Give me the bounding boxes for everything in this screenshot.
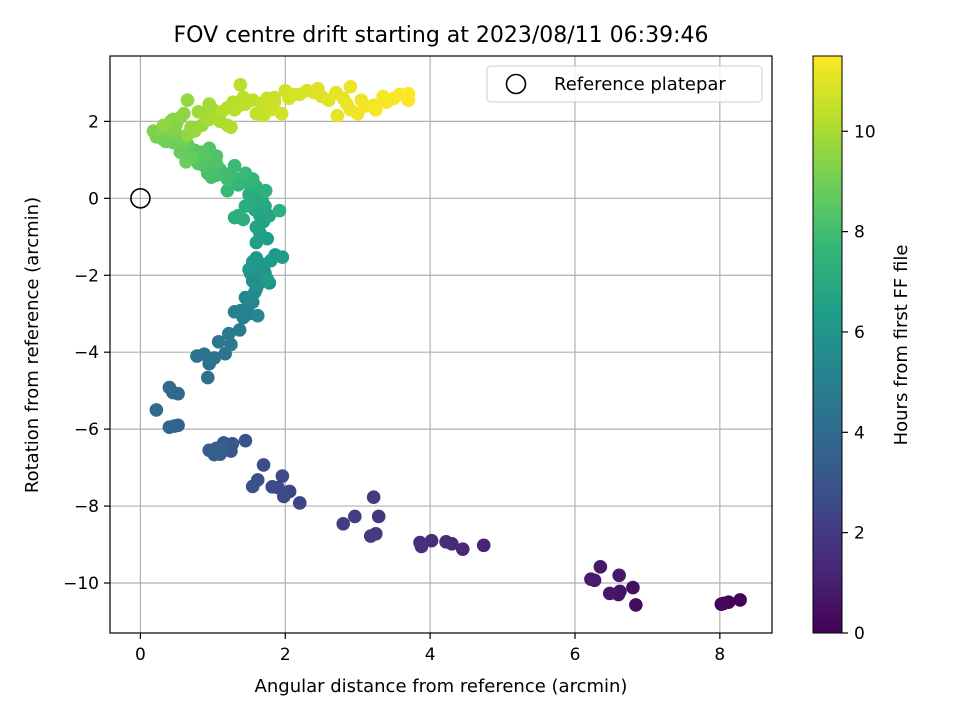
- x-tick-label: 4: [425, 645, 436, 665]
- data-point: [439, 535, 453, 549]
- data-point: [190, 349, 204, 363]
- data-point: [250, 308, 265, 323]
- data-point: [224, 120, 238, 134]
- data-point: [238, 199, 253, 213]
- colorbar-label: Hours from first FF file: [891, 245, 912, 446]
- y-tick-label: 0: [88, 189, 99, 209]
- data-point: [414, 539, 429, 554]
- data-point: [363, 529, 378, 543]
- y-tick-label: −10: [63, 574, 99, 594]
- data-point: [162, 380, 177, 395]
- data-point: [149, 403, 164, 417]
- data-point: [602, 586, 617, 601]
- data-point: [214, 441, 229, 456]
- data-point: [275, 469, 290, 483]
- x-axis-ticks: 0 2 4 6 8: [135, 633, 725, 665]
- data-point: [476, 538, 491, 553]
- data-point: [232, 323, 247, 337]
- plot-frame: [109, 55, 773, 634]
- y-tick-label: −6: [74, 420, 99, 440]
- colorbar-tick-label: 8: [854, 223, 865, 243]
- y-tick-label: −2: [74, 266, 99, 286]
- data-point: [455, 542, 470, 556]
- data-point: [202, 97, 217, 111]
- data-point: [260, 272, 274, 286]
- legend: Reference platepar: [486, 65, 763, 103]
- legend-box: [486, 65, 763, 103]
- data-point: [238, 166, 253, 181]
- x-tick-label: 8: [714, 645, 725, 665]
- data-point: [292, 496, 307, 510]
- data-point: [424, 533, 439, 548]
- colorbar-gradient: [812, 55, 843, 634]
- data-point: [716, 596, 731, 611]
- data-point: [274, 106, 289, 121]
- colorbar-tick-label: 0: [854, 624, 865, 644]
- data-point: [177, 106, 191, 121]
- x-tick-label: 0: [135, 645, 146, 665]
- y-axis-label: Rotation from reference (arcmin): [22, 197, 43, 493]
- data-point: [238, 433, 253, 448]
- x-tick-label: 2: [280, 645, 291, 665]
- data-point: [265, 480, 280, 494]
- data-point: [200, 370, 215, 385]
- data-point: [227, 305, 242, 319]
- y-tick-label: −4: [74, 343, 99, 363]
- data-point: [348, 509, 362, 524]
- y-tick-label: 2: [88, 112, 99, 132]
- data-point: [401, 86, 416, 101]
- colorbar-tick-label: 10: [854, 122, 876, 142]
- colorbar: 0 2 4 6 8 10 Hours from first FF file: [812, 55, 912, 644]
- data-point: [275, 250, 290, 264]
- data-point: [267, 90, 282, 105]
- data-point: [211, 335, 226, 349]
- data-point: [733, 593, 747, 607]
- data-point: [584, 572, 598, 586]
- colorbar-tick-label: 6: [854, 323, 865, 343]
- data-point: [207, 351, 222, 365]
- data-point: [371, 509, 386, 524]
- data-point: [220, 183, 235, 198]
- data-point: [220, 172, 235, 186]
- y-axis-ticks: 2 0 −2 −4 −6 −8 −10: [63, 112, 110, 594]
- data-point: [156, 118, 171, 133]
- legend-open-circle-icon: [505, 73, 527, 95]
- scatter-points: [146, 78, 747, 612]
- data-point: [369, 103, 383, 117]
- data-point: [593, 560, 608, 574]
- data-point: [236, 212, 251, 227]
- data-point: [263, 103, 278, 117]
- data-point: [242, 262, 256, 277]
- data-point: [263, 253, 278, 268]
- data-point: [612, 568, 626, 583]
- y-tick-label: −8: [74, 497, 99, 517]
- reference-platepar-marker: [130, 188, 151, 209]
- data-point: [272, 203, 287, 218]
- legend-entry-label: Reference platepar: [554, 74, 726, 95]
- x-axis-label: Angular distance from reference (arcmin): [255, 676, 628, 697]
- data-point: [221, 326, 236, 341]
- data-point: [256, 458, 271, 472]
- data-point: [629, 598, 643, 612]
- data-point: [179, 154, 193, 169]
- data-point: [162, 420, 177, 435]
- data-point: [245, 479, 260, 494]
- x-tick-label: 6: [570, 645, 581, 665]
- colorbar-tick-label: 2: [854, 524, 865, 544]
- data-point: [180, 93, 195, 108]
- data-point: [191, 104, 206, 119]
- data-point: [366, 490, 381, 505]
- data-point: [336, 516, 351, 531]
- data-point: [330, 108, 345, 123]
- colorbar-ticks: 0 2 4 6 8 10: [842, 122, 876, 644]
- data-point: [626, 580, 640, 595]
- data-point: [224, 337, 238, 352]
- data-point: [343, 79, 358, 94]
- chart-title: FOV centre drift starting at 2023/08/11 …: [174, 23, 709, 48]
- data-point: [233, 78, 248, 92]
- colorbar-tick-label: 4: [854, 423, 865, 443]
